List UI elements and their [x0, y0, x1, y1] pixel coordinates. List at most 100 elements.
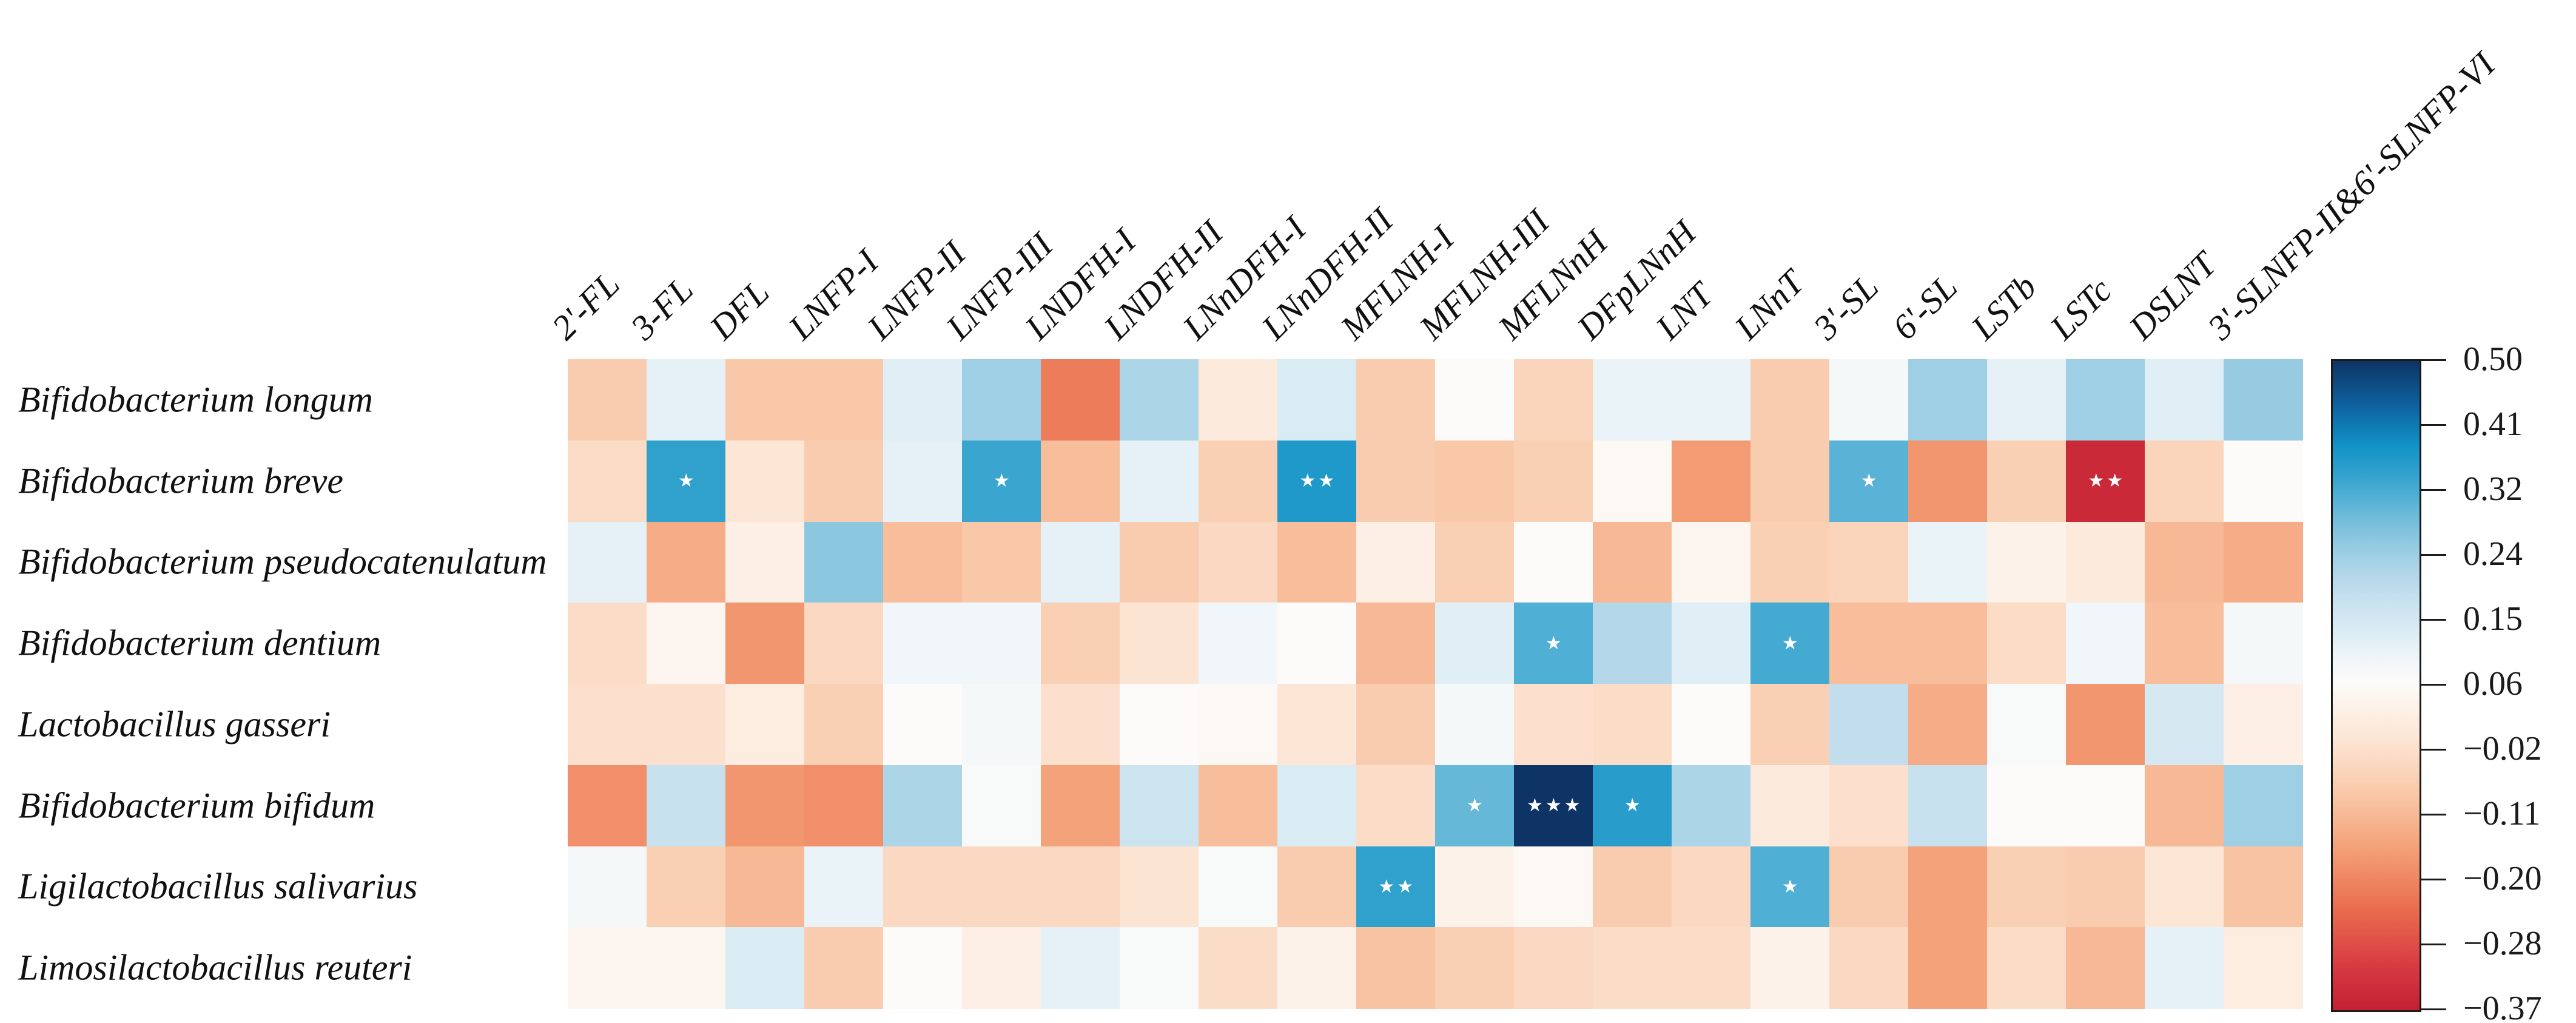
heatmap-cell [1593, 927, 1672, 1009]
heatmap-cell [568, 359, 647, 441]
heatmap-cell [1041, 927, 1120, 1009]
heatmap-cell [1750, 359, 1830, 441]
colorbar-tick-label: 0.15 [2463, 600, 2523, 638]
heatmap-cell [2066, 359, 2145, 441]
heatmap-cell [1514, 521, 1593, 603]
heatmap-cell [1987, 359, 2067, 441]
heatmap-cell [1356, 359, 1436, 441]
heatmap-cell [804, 684, 884, 766]
heatmap-cell [962, 684, 1041, 766]
significance-stars: ★★ [1299, 470, 1337, 492]
colorbar-tick-label: −0.37 [2463, 990, 2542, 1023]
column-label: LSTc [2042, 270, 2119, 348]
heatmap-cell [804, 440, 884, 522]
heatmap-cell [2224, 603, 2303, 684]
heatmap-cell [1199, 440, 1278, 522]
heatmap-cell [1672, 684, 1751, 766]
significance-stars: ★ [1781, 632, 1801, 654]
heatmap-cell [1041, 521, 1120, 603]
column-label: DFL [702, 272, 777, 348]
heatmap-cell [2145, 684, 2224, 766]
significance-stars: ★ [993, 470, 1012, 492]
heatmap-cell [804, 359, 884, 441]
heatmap-cell [1435, 927, 1515, 1009]
heatmap-cell: ★★★ [1514, 765, 1593, 847]
heatmap-cell [1120, 440, 1199, 522]
heatmap-cell [883, 521, 963, 603]
heatmap-cell [1356, 765, 1436, 847]
heatmap-cell [725, 603, 805, 684]
heatmap-cell [1277, 846, 1357, 928]
heatmap-cell [1672, 521, 1751, 603]
heatmap-cell [2224, 927, 2303, 1009]
colorbar-tick [2420, 554, 2446, 556]
column-label: LSTb [1963, 266, 2044, 348]
heatmap-cell [1514, 684, 1593, 766]
heatmap-cell [1435, 521, 1515, 603]
colorbar-tick [2420, 814, 2446, 815]
colorbar-tick [2420, 619, 2446, 621]
colorbar-tick-label: −0.20 [2463, 860, 2542, 897]
heatmap-cell [1672, 846, 1751, 928]
heatmap-cell: ★ [1593, 765, 1672, 847]
heatmap-cell [1514, 359, 1593, 441]
column-label: LNFP-I [781, 241, 886, 348]
heatmap-cell [1908, 846, 1988, 928]
heatmap-cell [725, 440, 805, 522]
heatmap-cell [1514, 846, 1593, 928]
heatmap-cell [1672, 440, 1751, 522]
heatmap-cell [1987, 846, 2067, 928]
heatmap-cell [1593, 359, 1672, 441]
heatmap-cell [1120, 684, 1199, 766]
row-label: Lactobacillus gasseri [18, 704, 331, 744]
colorbar-tick [2420, 749, 2446, 751]
heatmap-cell [1041, 359, 1120, 441]
heatmap-cell [962, 359, 1041, 441]
heatmap-cell [962, 846, 1041, 928]
row-label: Bifidobacterium pseudocatenulatum [18, 541, 547, 582]
heatmap-cell [647, 846, 726, 928]
heatmap-cell [2224, 359, 2303, 441]
column-label: 2'-FL [544, 264, 627, 348]
significance-stars: ★★ [1378, 876, 1416, 898]
heatmap-cell [1750, 521, 1830, 603]
colorbar-gradient [2331, 359, 2421, 1012]
heatmap-cell [1987, 440, 2067, 522]
heatmap-cell [804, 927, 884, 1009]
heatmap-cell [1041, 846, 1120, 928]
colorbar-tick [2420, 489, 2446, 491]
colorbar-tick-label: −0.02 [2463, 730, 2542, 768]
heatmap-cell [647, 603, 726, 684]
colorbar-tick [2420, 359, 2446, 361]
row-label: Bifidobacterium dentium [18, 623, 382, 663]
heatmap-cell [1672, 359, 1751, 441]
significance-stars: ★ [1781, 876, 1801, 898]
heatmap-cell [1593, 846, 1672, 928]
column-label: DSLNT [2121, 245, 2224, 348]
heatmap-cell [568, 927, 647, 1009]
heatmap-cell [1829, 359, 1909, 441]
heatmap-cell [804, 521, 884, 603]
heatmap-cell [1120, 927, 1199, 1009]
row-label: Bifidobacterium longum [18, 379, 373, 420]
heatmap-cell [1435, 603, 1515, 684]
significance-stars: ★★ [2088, 470, 2126, 492]
colorbar-tick-label: −0.28 [2463, 925, 2542, 962]
row-label: Bifidobacterium bifidum [18, 785, 375, 826]
heatmap-cell [1277, 603, 1357, 684]
significance-stars: ★★★ [1526, 795, 1583, 817]
heatmap-cell [804, 603, 884, 684]
row-label: Limosilactobacillus reuteri [18, 947, 412, 988]
heatmap-cell [1514, 927, 1593, 1009]
colorbar-tick [2420, 684, 2446, 686]
heatmap-cell [1199, 684, 1278, 766]
heatmap-cell [568, 521, 647, 603]
heatmap-cell [568, 684, 647, 766]
heatmap-cell [1750, 440, 1830, 522]
heatmap-cell [1593, 521, 1672, 603]
heatmap-cell [1987, 684, 2067, 766]
heatmap-cell [883, 603, 963, 684]
heatmap-cell [2224, 521, 2303, 603]
heatmap-cell [1041, 684, 1120, 766]
